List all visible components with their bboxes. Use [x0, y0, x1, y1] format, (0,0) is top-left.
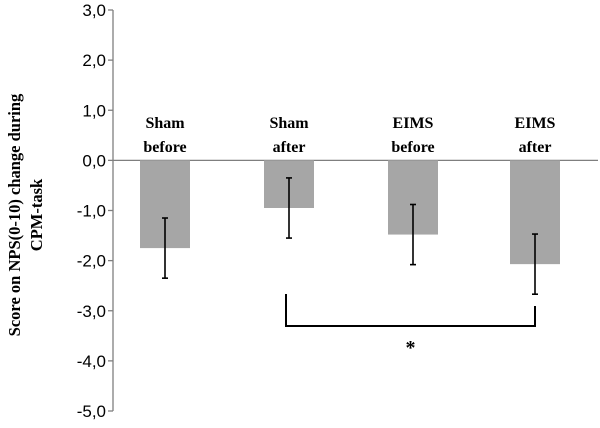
- y-axis-label: CPM-task: [27, 178, 46, 251]
- y-tick-label: -5,0: [77, 402, 106, 421]
- y-tick-label: -4,0: [77, 352, 106, 371]
- error-bars: [162, 177, 538, 296]
- category-label: Sham: [269, 115, 309, 132]
- significance-bracket: *: [285, 294, 536, 359]
- y-tick-label: 2,0: [82, 51, 106, 70]
- category-label: Sham: [145, 115, 185, 132]
- significance-marker: *: [406, 337, 416, 359]
- category-label: after: [519, 139, 552, 156]
- y-tick-label: -1,0: [77, 202, 106, 221]
- y-tick-label: -2,0: [77, 252, 106, 271]
- category-label: EIMS: [515, 115, 556, 132]
- category-labels: Sham before Sham after EIMS before EIMS after: [143, 115, 555, 156]
- category-label: before: [391, 139, 434, 156]
- category-label: before: [143, 139, 186, 156]
- significance-bracket-line: [285, 294, 536, 327]
- y-tick-label: 1,0: [82, 101, 106, 120]
- y-axis-title: Score on NPS(0-10) change during CPM-task: [5, 93, 46, 336]
- y-tick-label: -3,0: [77, 302, 106, 321]
- y-axis-label: Score on NPS(0-10) change during: [5, 93, 24, 336]
- category-label: EIMS: [393, 115, 434, 132]
- category-label: after: [273, 139, 306, 156]
- bars: [140, 160, 560, 265]
- y-tick-label: 3,0: [82, 1, 106, 20]
- y-tick-label: 0,0: [82, 151, 106, 170]
- y-axis: 3,0 2,0 1,0 0,0 -1,0 -2,0 -3,0 -4,0 -5,0: [77, 1, 598, 421]
